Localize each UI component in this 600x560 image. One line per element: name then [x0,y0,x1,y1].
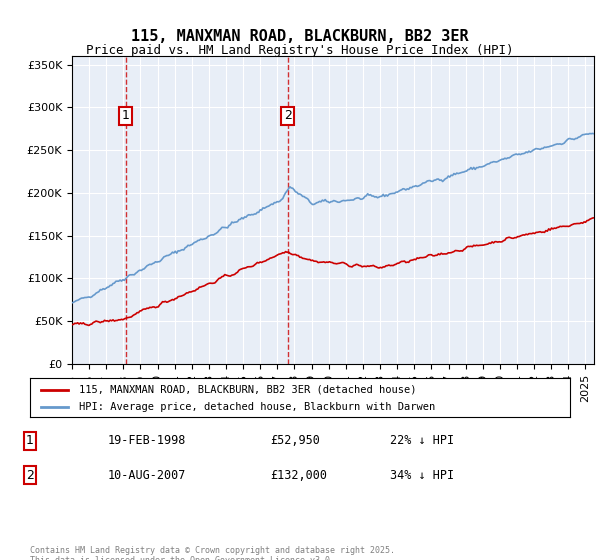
Text: 34% ↓ HPI: 34% ↓ HPI [390,469,454,482]
Text: Contains HM Land Registry data © Crown copyright and database right 2025.
This d: Contains HM Land Registry data © Crown c… [30,546,395,560]
Text: 22% ↓ HPI: 22% ↓ HPI [390,435,454,447]
Text: £52,950: £52,950 [270,435,320,447]
Text: HPI: Average price, detached house, Blackburn with Darwen: HPI: Average price, detached house, Blac… [79,403,435,412]
Text: 2: 2 [284,109,292,123]
Text: 115, MANXMAN ROAD, BLACKBURN, BB2 3ER (detached house): 115, MANXMAN ROAD, BLACKBURN, BB2 3ER (d… [79,385,416,395]
Text: 1: 1 [122,109,130,123]
Text: 10-AUG-2007: 10-AUG-2007 [108,469,187,482]
Text: 2: 2 [26,469,34,482]
Text: 1: 1 [26,435,34,447]
Text: 19-FEB-1998: 19-FEB-1998 [108,435,187,447]
Text: Price paid vs. HM Land Registry's House Price Index (HPI): Price paid vs. HM Land Registry's House … [86,44,514,57]
Text: 115, MANXMAN ROAD, BLACKBURN, BB2 3ER: 115, MANXMAN ROAD, BLACKBURN, BB2 3ER [131,29,469,44]
Text: £132,000: £132,000 [270,469,327,482]
